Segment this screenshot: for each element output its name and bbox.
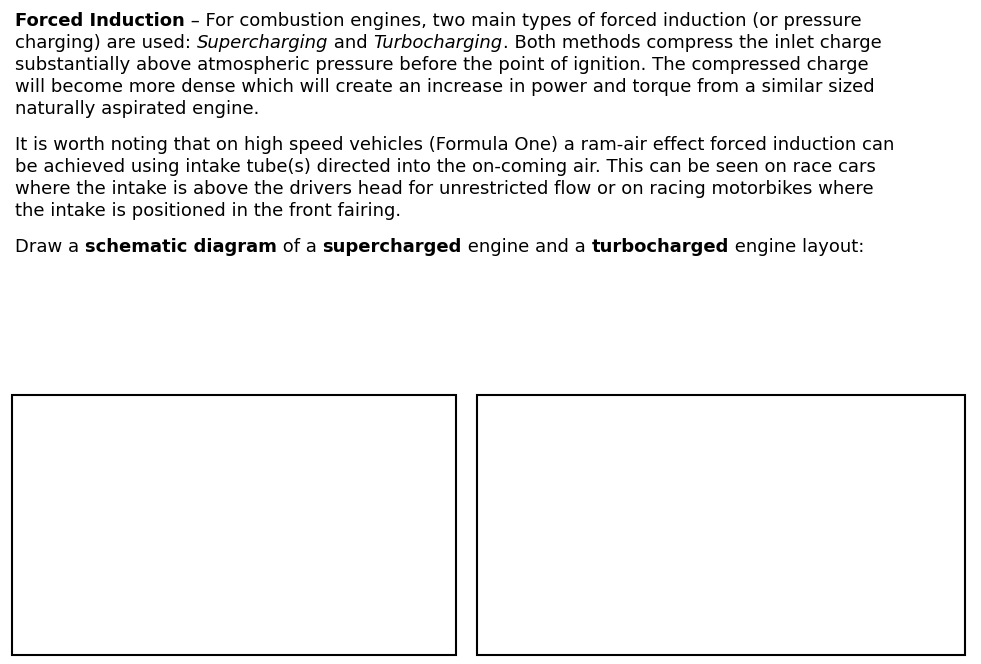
Text: charging) are used:: charging) are used: xyxy=(15,34,197,52)
Text: Turbocharging: Turbocharging xyxy=(374,34,502,52)
Text: of a: of a xyxy=(277,238,323,256)
Text: . Both methods compress the inlet charge: . Both methods compress the inlet charge xyxy=(502,34,881,52)
Text: substantially above atmospheric pressure before the point of ignition. The compr: substantially above atmospheric pressure… xyxy=(15,56,868,74)
Text: Forced Induction: Forced Induction xyxy=(15,12,184,30)
Text: be achieved using intake tube(s) directed into the on-coming air. This can be se: be achieved using intake tube(s) directe… xyxy=(15,158,876,176)
Bar xyxy=(477,395,965,655)
Text: – For combustion engines, two main types of forced induction (or pressure: – For combustion engines, two main types… xyxy=(184,12,861,30)
Text: engine layout:: engine layout: xyxy=(729,238,864,256)
Text: will become more dense which will create an increase in power and torque from a : will become more dense which will create… xyxy=(15,78,875,96)
Text: engine and a: engine and a xyxy=(462,238,592,256)
Bar xyxy=(12,395,456,655)
Text: turbocharged: turbocharged xyxy=(592,238,729,256)
Text: naturally aspirated engine.: naturally aspirated engine. xyxy=(15,100,259,118)
Text: supercharged: supercharged xyxy=(323,238,462,256)
Text: schematic diagram: schematic diagram xyxy=(85,238,277,256)
Text: where the intake is above the drivers head for unrestricted flow or on racing mo: where the intake is above the drivers he… xyxy=(15,180,874,198)
Text: Draw a: Draw a xyxy=(15,238,85,256)
Text: Supercharging: Supercharging xyxy=(197,34,328,52)
Text: and: and xyxy=(328,34,374,52)
Text: the intake is positioned in the front fairing.: the intake is positioned in the front fa… xyxy=(15,202,401,220)
Text: It is worth noting that on high speed vehicles (Formula One) a ram-air effect fo: It is worth noting that on high speed ve… xyxy=(15,136,895,154)
